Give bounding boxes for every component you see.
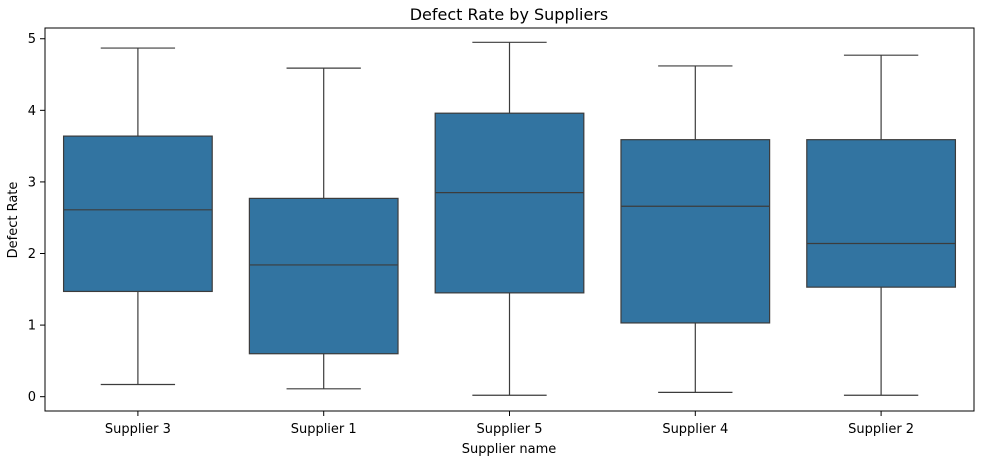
y-tick-label-2: 2 [28, 247, 36, 262]
x-axis-label: Supplier name [462, 442, 557, 457]
box-supplier-2 [806, 139, 957, 288]
y-tick-label-0: 0 [28, 390, 36, 405]
x-tick-label-supplier-4: Supplier 4 [662, 422, 728, 437]
box-supplier-1 [248, 197, 399, 355]
box-supplier-4 [620, 139, 771, 324]
plot-frame [44, 27, 975, 412]
y-tick-label-1: 1 [28, 319, 36, 334]
plot-area: 0 1 2 3 4 5 Supplier 3 Supplier 1 Supplier 5 Supp… [28, 27, 975, 437]
y-axis-label: Defect Rate [6, 182, 21, 259]
box-supplier-5 [434, 112, 585, 294]
x-tick-label-supplier-2: Supplier 2 [848, 422, 914, 437]
box-supplier-3 [62, 135, 213, 293]
y-tick-label-5: 5 [28, 32, 36, 47]
chart-title: Defect Rate by Suppliers [410, 5, 609, 24]
x-tick-label-supplier-3: Supplier 3 [105, 422, 171, 437]
x-tick-label-supplier-5: Supplier 5 [477, 422, 543, 437]
x-tick-label-supplier-1: Supplier 1 [291, 422, 357, 437]
y-tick-label-4: 4 [28, 104, 36, 119]
y-tick-label-3: 3 [28, 175, 36, 190]
